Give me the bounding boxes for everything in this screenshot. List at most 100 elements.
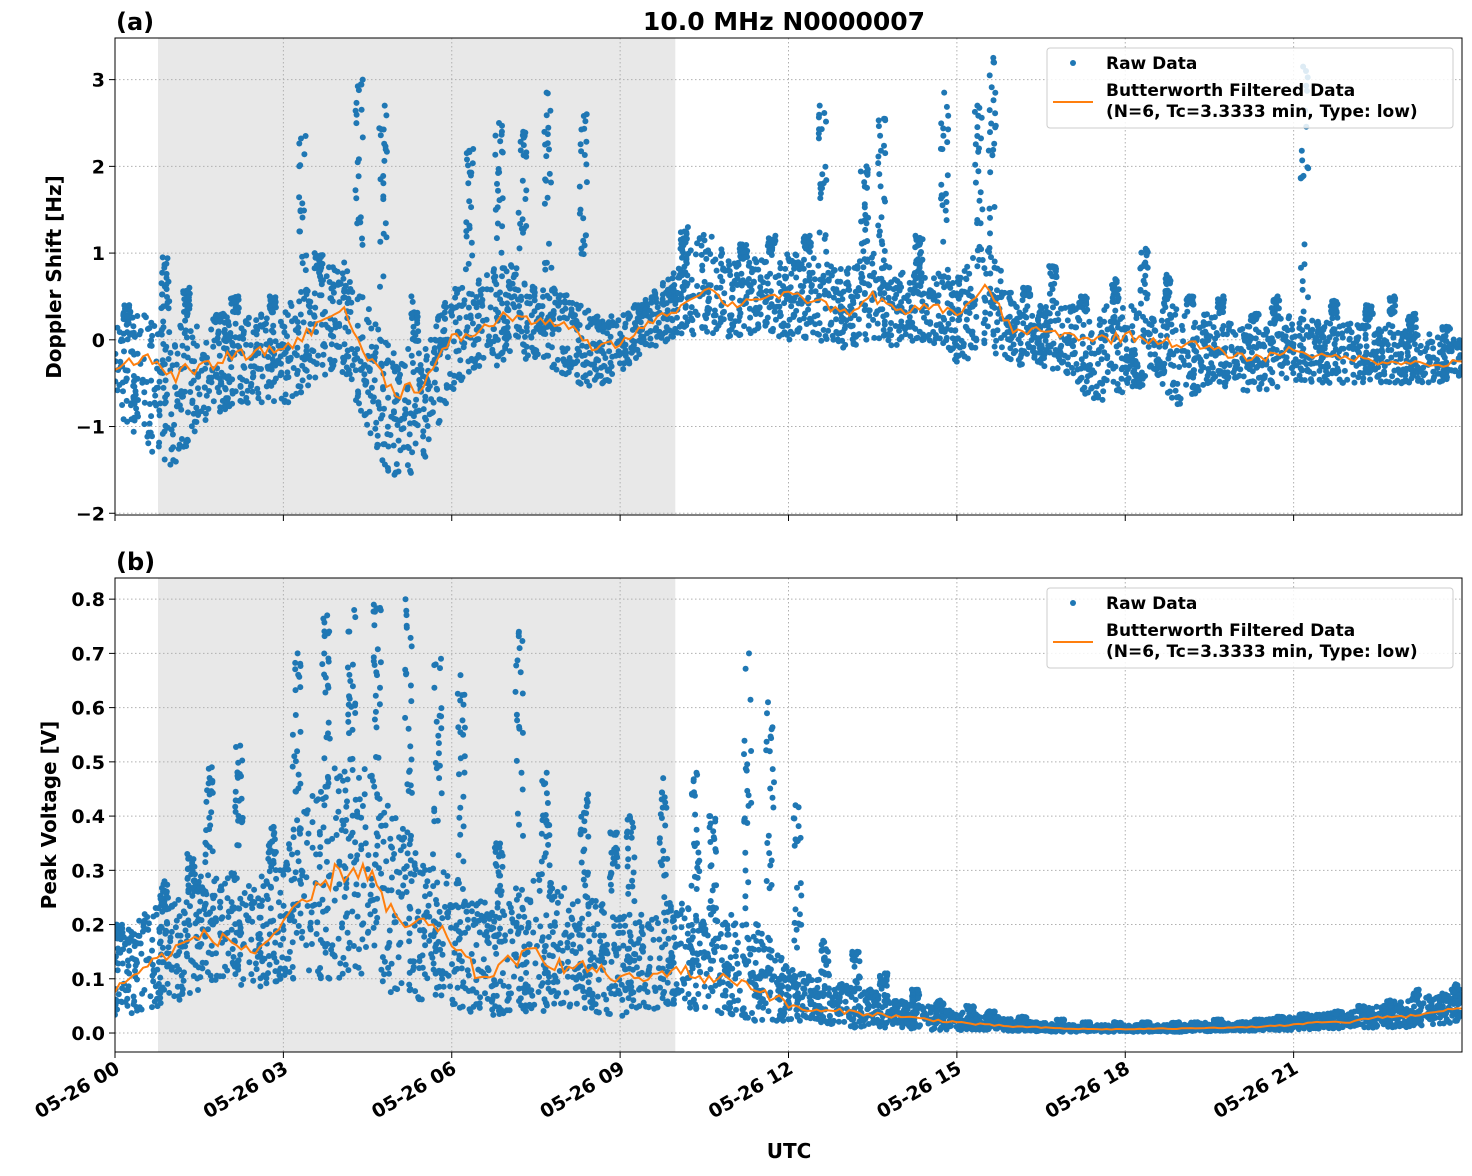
raw-data-point — [743, 242, 749, 248]
raw-data-point — [663, 338, 669, 344]
raw-data-point — [1175, 401, 1181, 407]
raw-data-point — [143, 314, 149, 320]
raw-data-point — [456, 302, 462, 308]
raw-data-point — [1300, 336, 1306, 342]
raw-data-point — [986, 148, 992, 154]
raw-data-point — [469, 253, 475, 259]
raw-data-point — [992, 259, 998, 265]
raw-data-point — [375, 442, 381, 448]
raw-data-point — [159, 925, 165, 931]
raw-data-point — [323, 322, 329, 328]
raw-data-point — [1020, 285, 1026, 291]
raw-data-point — [1129, 354, 1135, 360]
raw-data-point — [1440, 348, 1446, 354]
raw-data-point — [746, 263, 752, 269]
raw-data-point — [542, 201, 548, 207]
raw-data-point — [385, 395, 391, 401]
raw-data-point — [231, 954, 237, 960]
raw-data-point — [225, 951, 231, 957]
raw-data-point — [162, 400, 168, 406]
raw-data-point — [1392, 380, 1398, 386]
raw-data-point — [500, 265, 506, 271]
raw-data-point — [797, 325, 803, 331]
raw-data-point — [796, 300, 802, 306]
raw-data-point — [372, 426, 378, 432]
raw-data-point — [380, 273, 386, 279]
raw-data-point — [428, 396, 434, 402]
raw-data-point — [457, 315, 463, 321]
raw-data-point — [179, 984, 185, 990]
raw-data-point — [375, 433, 381, 439]
raw-data-point — [844, 268, 850, 274]
raw-data-point — [1347, 336, 1353, 342]
raw-data-point — [192, 428, 198, 434]
raw-data-point — [181, 920, 187, 926]
raw-data-point — [702, 313, 708, 319]
raw-data-point — [186, 882, 192, 888]
raw-data-point — [1325, 338, 1331, 344]
raw-data-point — [163, 282, 169, 288]
raw-data-point — [544, 90, 550, 96]
raw-data-point — [711, 319, 717, 325]
raw-data-point — [1250, 368, 1256, 374]
raw-data-point — [236, 798, 242, 804]
raw-data-point — [442, 309, 448, 315]
raw-data-point — [982, 296, 988, 302]
raw-data-point — [246, 883, 252, 889]
raw-data-point — [412, 403, 418, 409]
raw-data-point — [113, 1002, 119, 1008]
raw-data-point — [941, 274, 947, 280]
raw-data-point — [936, 313, 942, 319]
raw-data-point — [888, 320, 894, 326]
raw-data-point — [1123, 370, 1129, 376]
raw-data-point — [420, 428, 426, 434]
raw-data-point — [850, 294, 856, 300]
raw-data-point — [1426, 354, 1432, 360]
raw-data-point — [945, 300, 951, 306]
raw-data-point — [821, 327, 827, 333]
raw-data-point — [522, 282, 528, 288]
raw-data-point — [1367, 377, 1373, 383]
raw-data-point — [718, 319, 724, 325]
raw-data-point — [449, 313, 455, 319]
raw-data-point — [383, 220, 389, 226]
raw-data-point — [1091, 370, 1097, 376]
raw-data-point — [246, 959, 252, 965]
raw-data-point — [791, 314, 797, 320]
raw-data-point — [183, 927, 189, 933]
raw-data-point — [959, 288, 965, 294]
raw-data-point — [1084, 378, 1090, 384]
raw-data-point — [358, 214, 364, 220]
raw-data-point — [408, 410, 414, 416]
raw-data-point — [1112, 276, 1118, 282]
raw-data-point — [294, 345, 300, 351]
raw-data-point — [734, 272, 740, 278]
raw-data-point — [156, 440, 162, 446]
raw-data-point — [356, 173, 362, 179]
raw-data-point — [1110, 282, 1116, 288]
raw-data-point — [598, 365, 604, 371]
raw-data-point — [385, 468, 391, 474]
raw-data-point — [1299, 327, 1305, 333]
raw-data-point — [1198, 360, 1204, 366]
raw-data-point — [811, 255, 817, 261]
raw-data-point — [609, 371, 615, 377]
raw-data-point — [1360, 375, 1366, 381]
raw-data-point — [1365, 367, 1371, 373]
raw-data-point — [212, 338, 218, 344]
raw-data-point — [178, 407, 184, 413]
raw-data-point — [1116, 295, 1122, 301]
raw-data-point — [506, 334, 512, 340]
raw-data-point — [1315, 319, 1321, 325]
raw-data-point — [1302, 377, 1308, 383]
raw-data-point — [915, 335, 921, 341]
raw-data-point — [138, 951, 144, 957]
raw-data-point — [1069, 365, 1075, 371]
raw-data-point — [583, 372, 589, 378]
raw-data-point — [237, 334, 243, 340]
raw-data-point — [592, 377, 598, 383]
raw-data-point — [348, 300, 354, 306]
raw-data-point — [1047, 350, 1053, 356]
raw-data-point — [1414, 347, 1420, 353]
raw-data-point — [476, 277, 482, 283]
